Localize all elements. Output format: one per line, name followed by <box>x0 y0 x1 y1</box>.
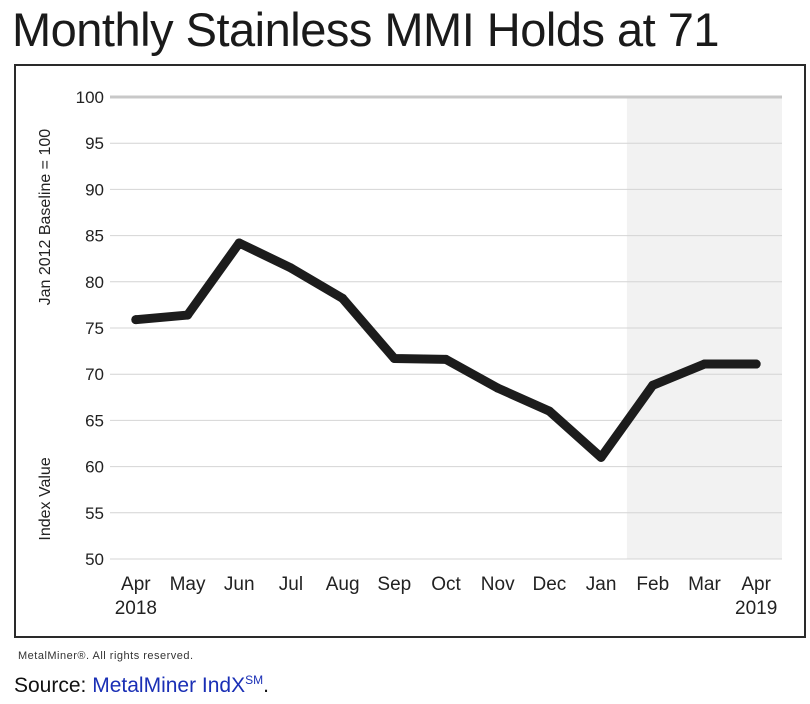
x-tick-label: Aug <box>326 574 360 595</box>
data-point <box>544 406 554 416</box>
y-tick-label: 80 <box>85 273 104 292</box>
y-tick-label: 65 <box>85 411 104 430</box>
x-year-label: 2018 <box>115 598 157 619</box>
chart-frame: 50 55 60 65 70 75 80 85 90 95 100 Apr May Jun Jul Aug Se… <box>14 64 806 638</box>
y-axis-title: Jan 2012 Baseline = 100 <box>37 129 54 306</box>
data-point <box>493 383 503 393</box>
x-year-label: 2019 <box>735 598 777 619</box>
y-tick-label: 75 <box>85 319 104 338</box>
data-point <box>751 359 761 369</box>
data-point <box>596 452 606 462</box>
y-tick-label: 85 <box>85 227 104 246</box>
y-tick-label: 70 <box>85 365 104 384</box>
x-tick-label: Sep <box>377 574 411 595</box>
source-suffix: . <box>263 674 269 697</box>
y-axis-subtitle: Index Value <box>37 457 54 540</box>
x-tick-label: Nov <box>481 574 515 595</box>
data-point <box>441 354 451 364</box>
line-chart: 50 55 60 65 70 75 80 85 90 95 100 Apr May Jun Jul Aug Se… <box>37 88 782 619</box>
x-tick-label: Feb <box>636 574 669 595</box>
y-tick-label: 100 <box>76 88 104 107</box>
copyright-notice: MetalMiner®. All rights reserved. <box>18 650 194 662</box>
data-point <box>338 293 348 303</box>
source-prefix: Source: <box>14 674 93 697</box>
source-link[interactable]: MetalMiner IndXSM <box>92 673 264 697</box>
x-tick-label: Dec <box>532 574 566 595</box>
x-tick-label: Jun <box>224 574 255 595</box>
x-tick-label: May <box>170 574 206 595</box>
source-mark: SM <box>245 673 264 687</box>
data-point <box>234 238 244 248</box>
data-point <box>389 353 399 363</box>
x-tick-label: Oct <box>431 574 461 595</box>
data-point <box>648 380 658 390</box>
source-credit: Source: MetalMiner IndXSM. <box>14 673 269 698</box>
y-tick-label: 95 <box>85 134 104 153</box>
y-tick-label: 55 <box>85 504 104 523</box>
data-point <box>131 315 141 325</box>
y-tick-label: 50 <box>85 550 104 569</box>
chart-title: Monthly Stainless MMI Holds at 71 <box>12 3 720 56</box>
x-tick-label: Mar <box>688 574 721 595</box>
y-tick-label: 60 <box>85 458 104 477</box>
data-point <box>286 263 296 273</box>
source-name: MetalMiner IndX <box>92 674 246 697</box>
data-point <box>183 310 193 320</box>
x-tick-label: Apr <box>741 574 771 595</box>
x-tick-label: Jan <box>586 574 617 595</box>
data-point <box>699 359 709 369</box>
y-tick-label: 90 <box>85 180 104 199</box>
x-tick-label: Apr <box>121 574 151 595</box>
x-tick-label: Jul <box>279 574 303 595</box>
